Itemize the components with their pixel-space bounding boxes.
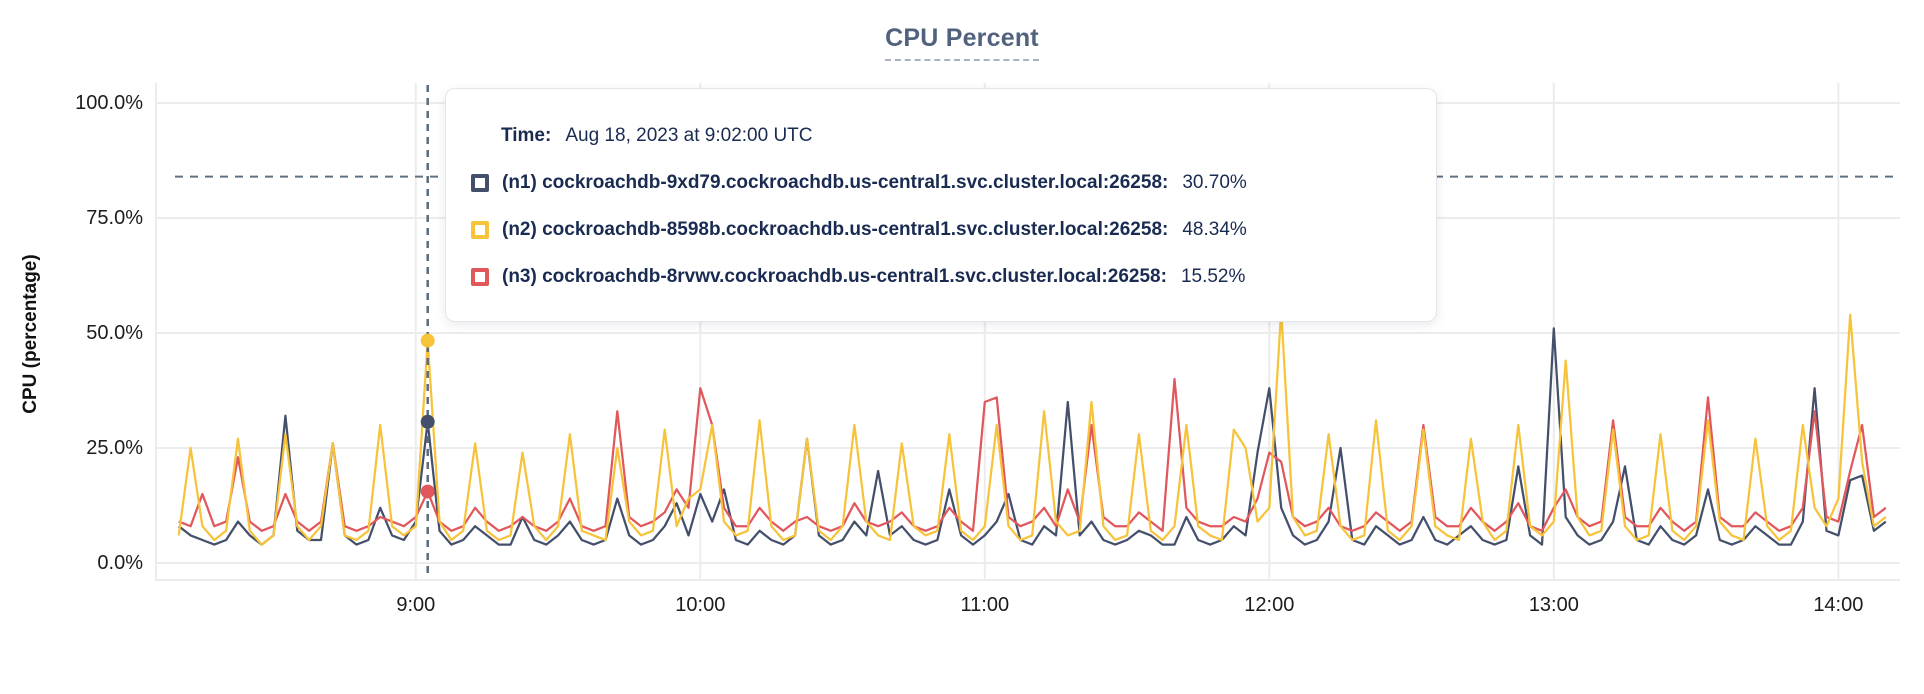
tooltip-series-label-n2: (n2) cockroachdb-8598b.cockroachdb.us-ce… xyxy=(502,218,1169,240)
x-axis-tick-label: 14:00 xyxy=(1813,594,1864,616)
x-axis-tick-label: 9:00 xyxy=(396,594,436,616)
y-axis-tick-label: 100.0% xyxy=(75,92,143,114)
hover-point-dot xyxy=(420,414,435,429)
x-axis-tick-label: 10:00 xyxy=(675,594,726,616)
tooltip-series-label-n3: (n3) cockroachdb-8rvwv.cockroachdb.us-ce… xyxy=(502,265,1167,287)
tooltip-series-row-n1: (n1) cockroachdb-9xd79.cockroachdb.us-ce… xyxy=(471,159,1406,206)
series-swatch-icon-n1 xyxy=(471,173,489,192)
hover-point-dot xyxy=(420,333,435,348)
series-swatch-icon-n2 xyxy=(471,220,489,239)
hover-tooltip: Time: Aug 18, 2023 at 9:02:00 UTC (n1) c… xyxy=(445,88,1437,322)
tooltip-series-value-n3: 15.52% xyxy=(1180,265,1246,287)
tooltip-series-value-n1: 30.70% xyxy=(1182,171,1247,193)
tooltip-series-value-n2: 48.34% xyxy=(1182,218,1247,240)
tooltip-time-label: Time: xyxy=(501,125,552,146)
series-line-n2[interactable] xyxy=(177,308,1887,546)
tooltip-series-row-n2: (n2) cockroachdb-8598b.cockroachdb.us-ce… xyxy=(471,206,1406,253)
y-axis-tick-label: 50.0% xyxy=(86,322,143,344)
y-axis-tick-label: 0.0% xyxy=(97,552,143,574)
x-axis-tick-label: 13:00 xyxy=(1528,594,1579,616)
chart-title-wrap: CPU Percent xyxy=(0,24,1924,61)
y-axis-tick-label: 75.0% xyxy=(86,207,143,229)
tooltip-series-row-n3: (n3) cockroachdb-8rvwv.cockroachdb.us-ce… xyxy=(471,253,1406,300)
hover-point-dot xyxy=(420,484,435,499)
y-axis-tick-label: 25.0% xyxy=(86,437,143,459)
tooltip-time-row: Time: Aug 18, 2023 at 9:02:00 UTC xyxy=(471,113,1406,159)
x-axis-tick-label: 12:00 xyxy=(1244,594,1295,616)
series-line-n1[interactable] xyxy=(178,327,1887,546)
tooltip-series-label-n1: (n1) cockroachdb-9xd79.cockroachdb.us-ce… xyxy=(502,171,1169,193)
x-axis-tick-label: 11:00 xyxy=(960,594,1010,616)
series-swatch-icon-n3 xyxy=(471,267,489,286)
tooltip-time-value: Aug 18, 2023 at 9:02:00 UTC xyxy=(565,125,813,146)
chart-title[interactable]: CPU Percent xyxy=(885,24,1039,61)
